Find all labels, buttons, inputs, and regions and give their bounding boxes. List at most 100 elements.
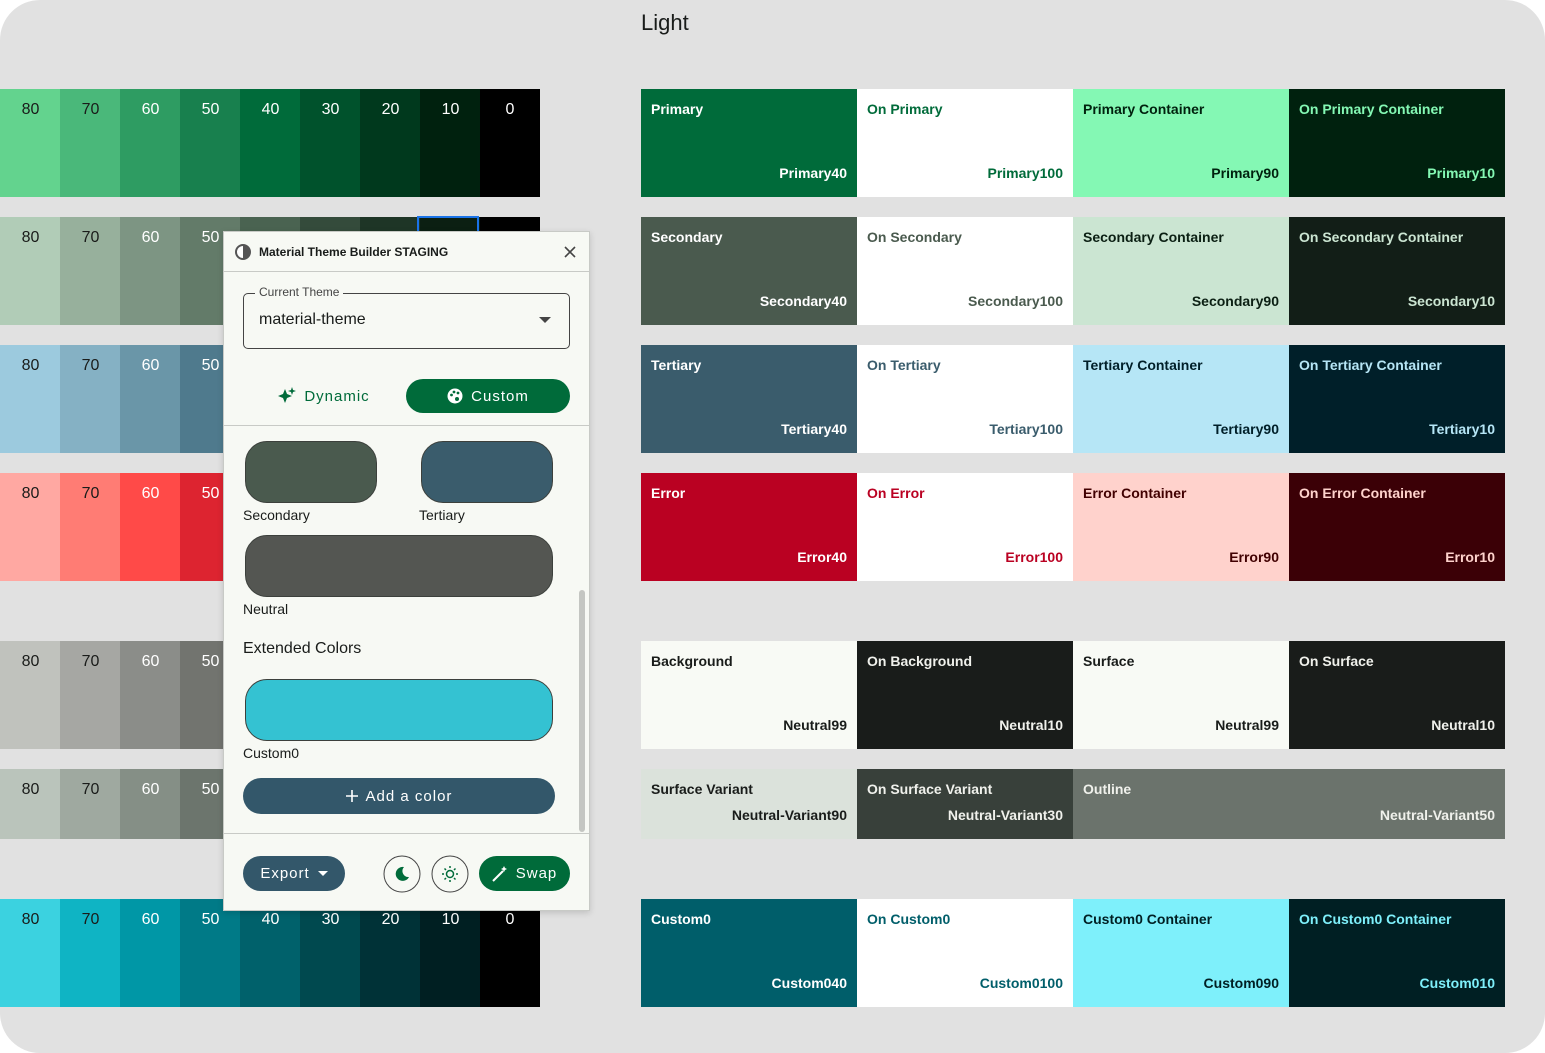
role-name: Secondary [651, 229, 723, 245]
role-tone: Tertiary40 [781, 421, 847, 437]
palette-icon [447, 388, 463, 404]
color-role: Error Error40 [641, 473, 857, 581]
tone-label: 50 [201, 911, 220, 928]
color-swatch[interactable] [245, 441, 377, 503]
role-name: On Tertiary [867, 357, 941, 373]
role-name: Tertiary [651, 357, 702, 373]
plus-icon [345, 790, 358, 802]
role-name: Error Container [1083, 485, 1187, 501]
role-name: Primary Container [1083, 101, 1205, 117]
custom-tab[interactable]: Custom [406, 379, 570, 413]
export-button[interactable]: Export [243, 856, 345, 891]
divider [224, 425, 589, 426]
theme-select[interactable] [243, 293, 570, 349]
color-role: Primary Primary40 [641, 89, 857, 197]
dark-mode-button[interactable] [383, 855, 421, 893]
add-color-button[interactable]: Add a color [243, 778, 555, 814]
tone-label: 80 [21, 485, 40, 502]
tone-swatch: 10 [420, 89, 481, 197]
tone-label: 10 [441, 101, 460, 118]
tone-label: 70 [81, 781, 100, 798]
tone-label: 70 [81, 485, 100, 502]
color-swatch[interactable] [421, 441, 553, 503]
role-name: Custom0 [651, 911, 711, 927]
dropdown-arrow [539, 317, 551, 323]
select-value: material-theme [259, 311, 366, 328]
color-role: Tertiary Tertiary40 [641, 345, 857, 453]
tone-swatch: 60 [120, 345, 181, 453]
role-name: On Error [867, 485, 925, 501]
close-button[interactable] [562, 244, 578, 260]
role-tone: Secondary10 [1407, 293, 1495, 309]
color-role: On Tertiary Tertiary100 [857, 345, 1073, 453]
sparkle-icon [278, 387, 297, 403]
tone-label: 20 [381, 101, 400, 118]
color-name: Custom0 [243, 745, 300, 761]
role-tone: Secondary90 [1191, 293, 1279, 309]
tone-swatch: 50 [180, 899, 241, 1007]
color-role: Custom0 Container Custom090 [1073, 899, 1289, 1007]
tone-swatch: 20 [360, 89, 421, 197]
role-name: Background [651, 653, 733, 669]
role-name: On Primary [867, 101, 943, 117]
swap-button[interactable]: Swap [479, 856, 570, 891]
role-tone: Tertiary100 [989, 421, 1063, 437]
scrollbar[interactable] [579, 590, 585, 832]
role-name: Custom0 Container [1083, 911, 1213, 927]
tone-label: 70 [81, 357, 100, 374]
role-name: On Secondary Container [1299, 229, 1464, 245]
color-role: On Surface Variant Neutral-Variant30 [857, 769, 1073, 839]
tone-swatch: 40 [240, 899, 301, 1007]
tone-label: 30 [321, 101, 340, 118]
color-role: Outline Neutral-Variant50 [1073, 769, 1505, 839]
tone-swatch: 80 [0, 641, 61, 749]
role-tone: Primary40 [779, 165, 847, 181]
color-role: On Primary Container Primary10 [1289, 89, 1505, 197]
color-role: Background Neutral99 [641, 641, 857, 749]
tone-label: 80 [21, 101, 40, 118]
tone-swatch: 50 [180, 89, 241, 197]
tone-swatch: 20 [360, 899, 421, 1007]
color-swatch[interactable] [245, 535, 553, 597]
color-swatch[interactable] [245, 679, 553, 741]
section-title: Extended Colors [243, 640, 362, 657]
role-tone: Neutral10 [999, 717, 1063, 733]
color-role: On Background Neutral10 [857, 641, 1073, 749]
logo [235, 244, 251, 260]
tone-label: 50 [201, 357, 220, 374]
role-tone: Custom010 [1419, 975, 1495, 991]
tone-label: 30 [321, 911, 340, 928]
tone-label: 60 [141, 911, 160, 928]
tone-label: 40 [261, 101, 280, 118]
role-name: On Error Container [1299, 485, 1426, 501]
tone-swatch: 60 [120, 899, 181, 1007]
role-name: Surface [1083, 653, 1135, 669]
tone-swatch: 60 [120, 769, 181, 839]
dynamic-tab[interactable]: Dynamic [264, 379, 384, 413]
tone-swatch: 0 [480, 89, 540, 197]
tab-label: Dynamic [304, 387, 370, 405]
role-name: On Primary Container [1299, 101, 1444, 117]
tone-swatch: 30 [300, 899, 361, 1007]
role-name: Secondary Container [1083, 229, 1224, 245]
tone-label: 80 [21, 357, 40, 374]
tab-label: Custom [471, 387, 529, 405]
light-mode-button[interactable] [431, 855, 469, 893]
color-role: On Secondary Container Secondary10 [1289, 217, 1505, 325]
role-name: Tertiary Container [1083, 357, 1203, 373]
tone-label: 50 [201, 653, 220, 670]
tone-label: 60 [141, 357, 160, 374]
tone-label: 40 [261, 911, 280, 928]
tone-label: 80 [21, 653, 40, 670]
color-name: Secondary [243, 507, 310, 523]
tone-label: 50 [201, 229, 220, 246]
tone-label: 80 [21, 229, 40, 246]
color-role: Secondary Container Secondary90 [1073, 217, 1289, 325]
color-role: Error Container Error90 [1073, 473, 1289, 581]
role-name: On Custom0 [867, 911, 951, 927]
color-name: Neutral [243, 601, 289, 617]
tone-swatch: 40 [240, 89, 301, 197]
tone-swatch: 80 [0, 473, 61, 581]
tone-swatch: 80 [0, 899, 61, 1007]
